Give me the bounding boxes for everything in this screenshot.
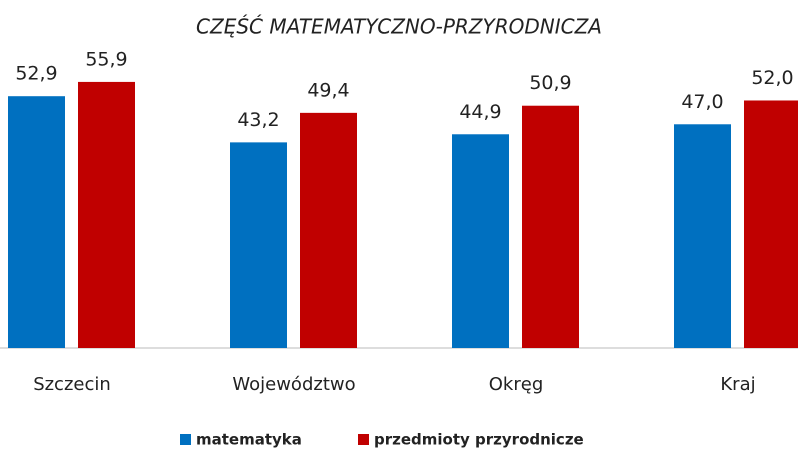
bar (452, 134, 509, 348)
data-label: 52,9 (15, 63, 57, 85)
bar (674, 124, 731, 348)
data-label: 55,9 (85, 48, 127, 70)
legend-label: przedmioty przyrodnicze (374, 431, 584, 449)
x-tick-label: Szczecin (33, 374, 111, 395)
data-label: 43,2 (237, 109, 279, 131)
legend-swatch (358, 434, 369, 445)
data-label: 44,9 (459, 101, 501, 123)
x-tick-label: Województwo (232, 374, 355, 395)
bar (230, 142, 287, 348)
chart-title: CZĘŚĆ MATEMATYCZNO-PRZYRODNICZA (196, 15, 602, 39)
bar (300, 112, 357, 348)
data-label: 52,0 (751, 67, 793, 89)
x-tick-label: Kraj (720, 374, 755, 395)
bar (522, 105, 579, 348)
bar (8, 96, 65, 348)
legend-label: matematyka (196, 431, 302, 449)
data-label: 50,9 (529, 72, 571, 94)
data-label: 49,4 (307, 79, 349, 101)
bar (744, 100, 798, 348)
bar (78, 81, 135, 348)
data-label: 47,0 (681, 91, 723, 113)
x-tick-label: Okręg (489, 374, 544, 395)
legend-swatch (180, 434, 191, 445)
